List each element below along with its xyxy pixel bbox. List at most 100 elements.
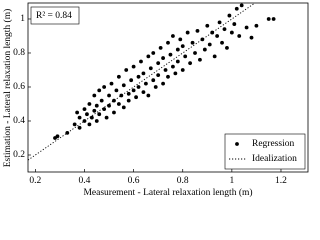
point <box>102 85 107 89</box>
point <box>175 59 180 64</box>
point <box>72 122 77 127</box>
point <box>107 103 111 108</box>
point <box>146 93 151 98</box>
point <box>151 78 156 83</box>
legend-marker <box>235 142 239 146</box>
point <box>136 74 141 79</box>
point <box>232 22 237 26</box>
point <box>121 105 126 110</box>
point <box>237 34 242 38</box>
point <box>180 68 185 72</box>
point <box>190 40 195 45</box>
point <box>193 51 197 55</box>
point <box>254 23 259 28</box>
point <box>129 78 134 83</box>
point <box>139 59 143 64</box>
point <box>244 25 249 30</box>
point <box>266 17 271 21</box>
legend-label: Regression <box>252 139 294 149</box>
x-tick-label: 1 <box>229 176 234 186</box>
point <box>99 98 104 103</box>
point <box>134 95 138 100</box>
point <box>94 119 99 123</box>
point <box>239 3 244 8</box>
point <box>168 52 173 57</box>
point <box>227 13 232 18</box>
point <box>173 71 178 76</box>
x-tick-label: 0.2 <box>29 176 41 186</box>
x-tick-label: 0.6 <box>128 176 140 186</box>
annotation-box <box>30 6 80 25</box>
point <box>156 73 161 77</box>
point <box>114 88 119 93</box>
chart: Measurement - Lateral relaxation length … <box>2 2 309 198</box>
point <box>119 93 124 98</box>
point <box>131 88 136 93</box>
point <box>55 134 60 139</box>
point <box>65 130 70 135</box>
point <box>77 125 82 130</box>
point <box>249 35 254 40</box>
point <box>163 68 168 72</box>
point <box>97 88 102 93</box>
point <box>89 115 94 120</box>
point <box>198 57 202 62</box>
x-tick-label: 0.4 <box>79 176 91 186</box>
point <box>171 34 175 38</box>
point <box>222 27 227 32</box>
point <box>156 61 161 66</box>
point <box>171 64 175 69</box>
point <box>161 56 165 60</box>
point <box>75 110 80 115</box>
point <box>97 112 102 117</box>
point <box>104 115 109 120</box>
point <box>112 98 116 103</box>
point <box>148 66 153 71</box>
point <box>116 102 121 106</box>
y-tick-label: 1 <box>20 14 25 24</box>
point <box>92 108 97 113</box>
x-tick-label: 1.2 <box>275 176 287 186</box>
point <box>212 54 217 59</box>
point <box>178 37 183 42</box>
point <box>200 37 205 42</box>
annotation: R² = 0.84 <box>36 11 72 21</box>
point <box>195 28 200 33</box>
point <box>207 42 212 47</box>
point <box>94 103 99 108</box>
point <box>234 6 239 11</box>
point <box>183 54 188 59</box>
x-axis-label: Measurement - Lateral relaxation length … <box>83 187 252 198</box>
point <box>202 47 207 52</box>
point <box>146 54 151 59</box>
point <box>109 81 114 86</box>
point <box>166 74 170 79</box>
point <box>180 44 185 49</box>
point <box>87 122 92 127</box>
point <box>136 85 141 89</box>
point <box>121 83 126 88</box>
point <box>82 107 87 111</box>
point <box>210 30 215 35</box>
point <box>124 68 129 72</box>
point <box>116 74 121 79</box>
point <box>225 45 229 50</box>
point <box>151 51 156 55</box>
point <box>185 30 190 35</box>
point <box>205 23 210 28</box>
point <box>131 64 136 69</box>
point <box>126 98 131 103</box>
point <box>220 40 224 45</box>
y-axis-label: Estimation - Lateral relaxation length (… <box>2 9 13 168</box>
x-tick-label: 0.8 <box>177 176 189 186</box>
point <box>141 90 146 94</box>
y-tick-label: 0.6 <box>13 82 25 92</box>
point <box>87 102 92 106</box>
plot-frame <box>27 2 309 173</box>
point <box>158 45 163 50</box>
point <box>92 93 97 98</box>
point <box>126 91 131 96</box>
point <box>229 30 234 35</box>
point <box>175 47 180 52</box>
legend-label: Idealization <box>252 154 297 164</box>
